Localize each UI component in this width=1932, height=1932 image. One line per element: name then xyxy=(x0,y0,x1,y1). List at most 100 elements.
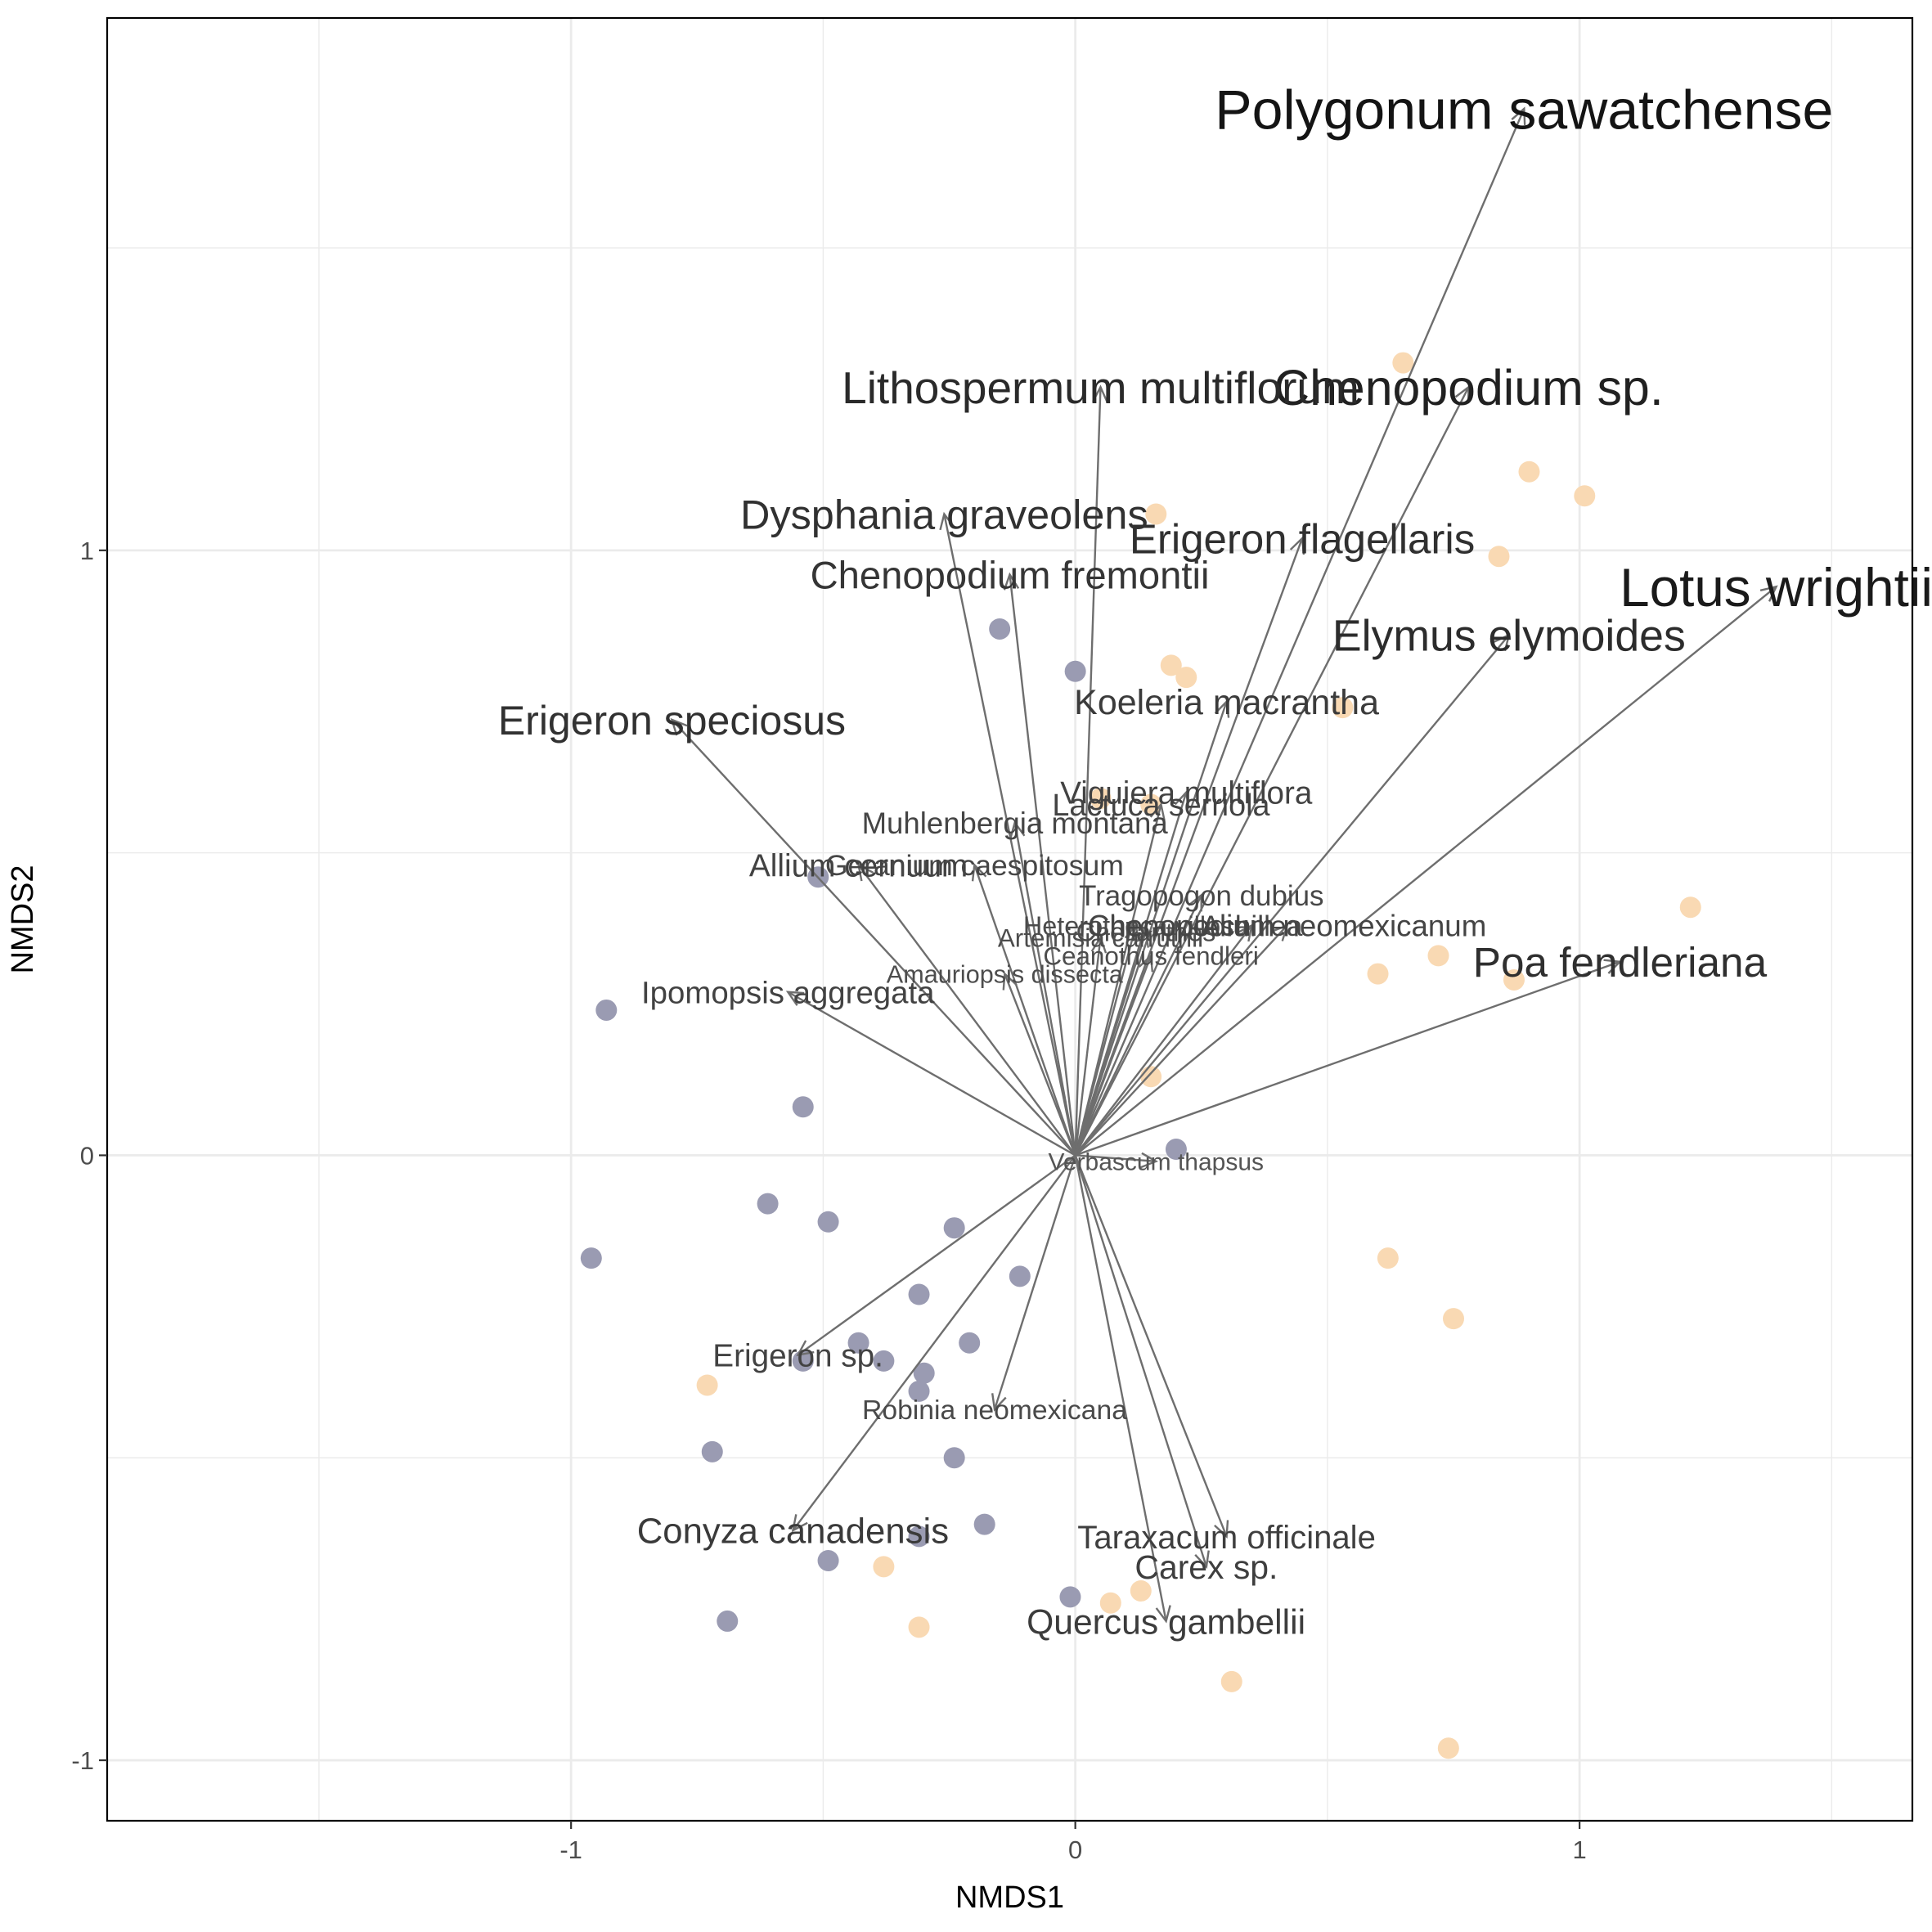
vector-label: Chenopodium sp. xyxy=(1274,360,1664,416)
vector-label: Poa fendleriana xyxy=(1473,939,1768,986)
species-vector-arrowhead xyxy=(1759,585,1778,602)
site-point xyxy=(1140,1066,1162,1088)
species-vector-arrowhead xyxy=(1149,802,1166,821)
vector-label: Verbascum thapsus xyxy=(1049,1149,1264,1176)
x-axis-title: NMDS1 xyxy=(955,1880,1064,1915)
species-vector xyxy=(1074,701,1228,1156)
vector-label: Quercus gambellii xyxy=(1027,1602,1305,1642)
site-point xyxy=(1160,654,1182,676)
site-point xyxy=(959,1332,981,1354)
site-point xyxy=(1145,503,1167,525)
site-point xyxy=(1165,1139,1187,1161)
species-vector-arrowhead xyxy=(856,863,874,882)
site-point xyxy=(580,1247,602,1269)
species-vector xyxy=(1074,387,1102,1156)
species-vector xyxy=(1075,960,1620,1157)
species-vector xyxy=(1074,386,1470,1156)
species-vector-arrowhead xyxy=(1092,384,1108,402)
site-point xyxy=(973,1513,995,1535)
species-vector xyxy=(1004,973,1076,1156)
species-vector-arrowhead xyxy=(1188,892,1202,912)
site-point xyxy=(908,1283,930,1305)
species-vector xyxy=(1074,937,1102,1156)
species-vector xyxy=(993,1155,1076,1410)
site-point xyxy=(1059,1586,1081,1608)
site-point xyxy=(913,1362,935,1384)
species-vector-arrowhead xyxy=(796,1340,815,1357)
species-vector-arrowhead xyxy=(1237,923,1254,942)
species-vector xyxy=(1074,1155,1167,1622)
species-vector-arrowhead xyxy=(1090,935,1108,954)
species-vector-arrowhead xyxy=(1494,633,1511,652)
vector-label: Viguiera multiflora xyxy=(1060,776,1313,811)
species-vector xyxy=(1074,925,1137,1156)
site-point xyxy=(1332,697,1354,719)
panel-border xyxy=(106,16,1914,1822)
site-point xyxy=(701,1440,723,1462)
vector-label: Carex sp. xyxy=(1134,1548,1278,1586)
site-point xyxy=(847,1332,869,1354)
site-point xyxy=(1064,660,1086,682)
site-point xyxy=(1518,461,1540,483)
site-point xyxy=(757,1193,779,1215)
species-vector xyxy=(1074,894,1202,1156)
x-tick-label: 0 xyxy=(1068,1835,1082,1864)
species-vector-arrowhead xyxy=(1603,959,1623,974)
vector-label: Conyza canadensis xyxy=(637,1512,949,1552)
species-vector xyxy=(1074,931,1148,1156)
species-vector-arrowhead xyxy=(1009,820,1026,839)
vector-label: Lotus wrightii xyxy=(1620,558,1932,618)
vector-label: Ceanothus fendleri xyxy=(1043,942,1259,971)
species-vector xyxy=(1074,1155,1208,1567)
point-layer xyxy=(580,352,1701,1759)
species-vector-arrowhead xyxy=(670,717,688,736)
site-point xyxy=(1574,485,1596,507)
site-point xyxy=(1488,546,1510,568)
species-vector xyxy=(787,991,1076,1157)
tick-layer: -1 0 1 -1 0 1 xyxy=(71,537,1586,1864)
vector-label: Chenopodium neomexicanum xyxy=(1088,910,1486,943)
y-tick-label: 0 xyxy=(80,1141,94,1170)
site-point xyxy=(1367,963,1389,985)
vector-label: Artemisia carruthii xyxy=(998,924,1203,953)
species-vector-arrowhead xyxy=(1138,953,1154,973)
species-vector xyxy=(1074,108,1525,1156)
site-point xyxy=(1437,1737,1459,1759)
vector-label: Allium cernuum xyxy=(749,848,968,883)
x-tick-label: 1 xyxy=(1572,1835,1586,1864)
species-vector-arrowhead xyxy=(991,1393,1007,1412)
vector-label: Elymus elymoides xyxy=(1332,612,1686,661)
vector-label: Tragopogon dubius xyxy=(1079,880,1323,912)
species-vector-arrowhead xyxy=(1271,923,1289,941)
vector-label: Cheilanthes xyxy=(1076,917,1216,946)
site-point xyxy=(1099,1592,1121,1614)
y-axis-title: NMDS2 xyxy=(6,865,40,973)
site-point xyxy=(1503,968,1525,991)
species-vector xyxy=(1074,924,1253,1157)
vector-label: Heterotheca villosa xyxy=(1023,911,1249,941)
species-vector-arrowhead xyxy=(1140,1152,1159,1169)
site-point xyxy=(1427,945,1449,967)
species-vector xyxy=(1074,537,1304,1156)
site-point xyxy=(908,1525,930,1548)
site-point xyxy=(792,1096,814,1118)
vector-label: Erigeron sp. xyxy=(712,1338,883,1373)
site-point xyxy=(943,1217,965,1239)
site-point xyxy=(817,1549,839,1571)
species-vector xyxy=(792,1154,1076,1531)
species-vector xyxy=(1074,586,1777,1157)
species-vector xyxy=(671,719,1076,1157)
site-point xyxy=(989,618,1011,640)
species-vector-arrowhead xyxy=(1214,699,1230,718)
species-vector-arrowhead xyxy=(1214,1520,1229,1539)
vector-label: Polygonum sawatchense xyxy=(1215,79,1833,141)
vector-label: Achillea xyxy=(1201,910,1302,942)
vector-label: Taraxacum officinale xyxy=(1077,1520,1376,1556)
vector-label: Amauriopsis dissecta xyxy=(887,961,1124,989)
x-tick-label: -1 xyxy=(559,1835,582,1864)
species-vector-arrowhead xyxy=(1134,929,1149,948)
vector-label: Erigeron speciosus xyxy=(498,698,846,744)
site-point xyxy=(1090,788,1112,810)
site-point xyxy=(943,1447,965,1469)
species-vector xyxy=(1013,822,1076,1156)
